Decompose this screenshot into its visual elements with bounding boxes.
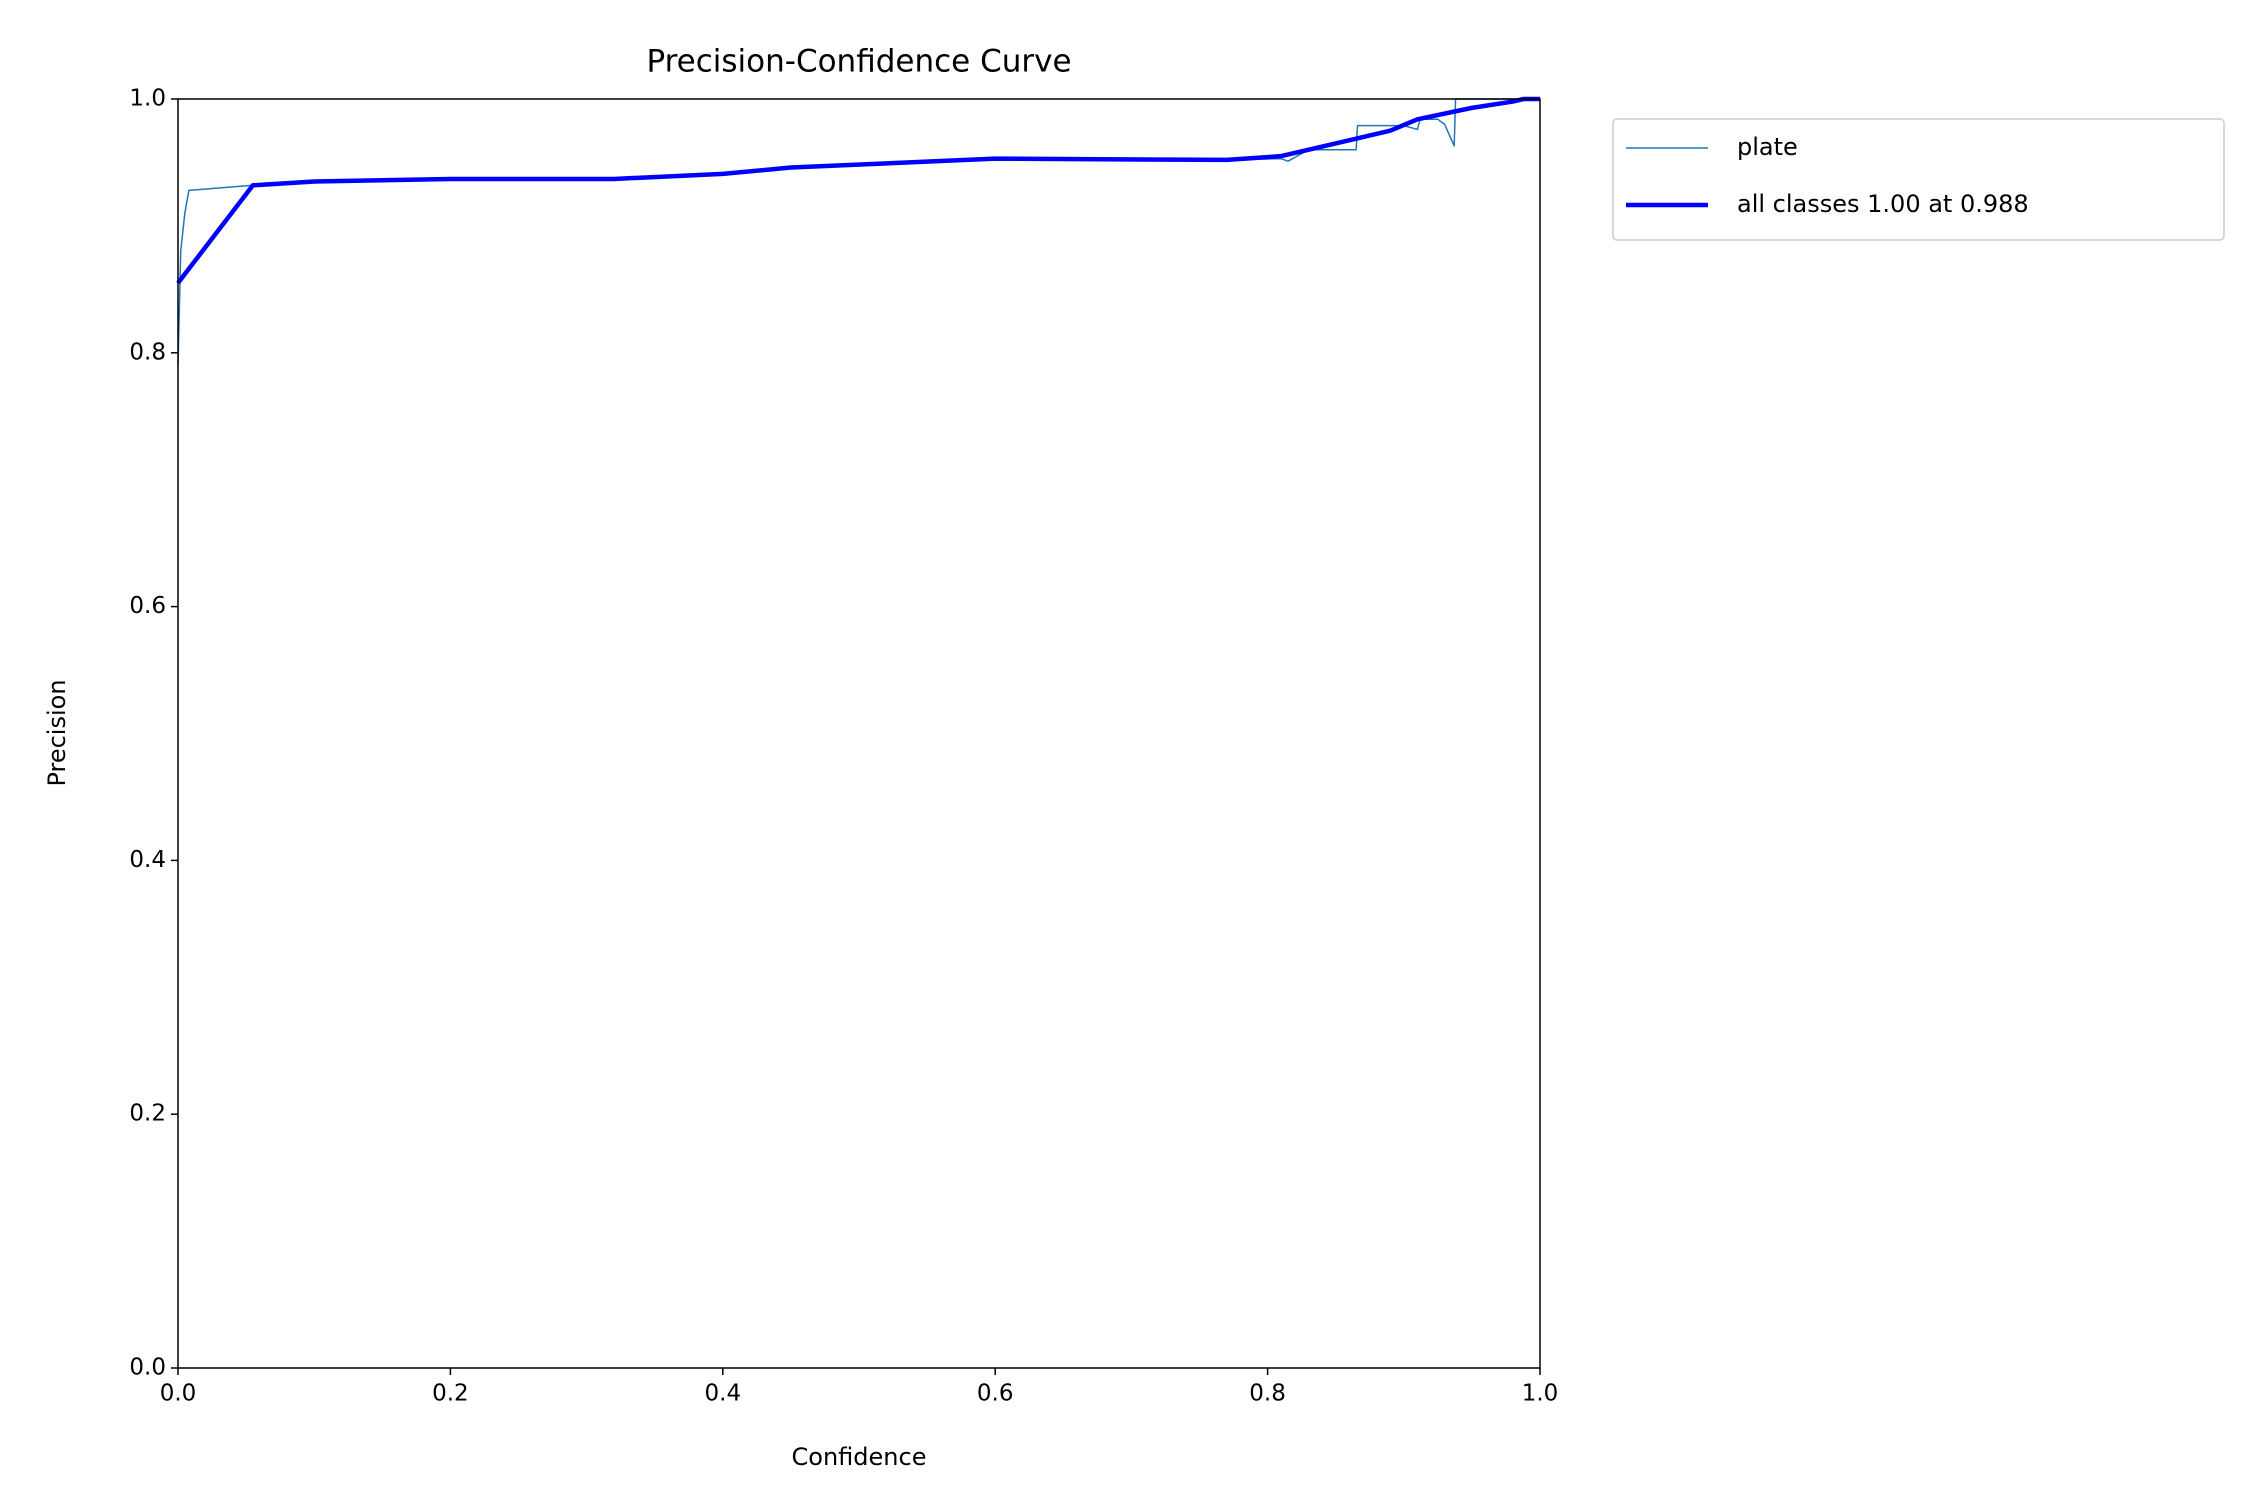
y-tick-label: 0.4 bbox=[129, 847, 166, 873]
legend-label: plate bbox=[1737, 133, 1798, 161]
plot-frame bbox=[177, 98, 1541, 1369]
x-tick-label: 0.6 bbox=[977, 1381, 1014, 1407]
y-tick-label: 0.6 bbox=[129, 593, 166, 619]
y-tick-label: 0.2 bbox=[129, 1101, 166, 1127]
series-line bbox=[176, 96, 1540, 285]
legend-label: all classes 1.00 at 0.988 bbox=[1737, 190, 2029, 218]
x-axis-label: Confidence bbox=[792, 1443, 927, 1471]
chart-title: Precision-Confidence Curve bbox=[646, 44, 1071, 80]
y-axis-label: Precision bbox=[43, 679, 71, 786]
x-tick-label: 0.0 bbox=[160, 1381, 197, 1407]
y-tick-label: 0.0 bbox=[129, 1355, 166, 1381]
x-tick-label: 0.8 bbox=[1249, 1381, 1286, 1407]
x-tick-label: 1.0 bbox=[1522, 1381, 1559, 1407]
series-line bbox=[177, 98, 1540, 366]
y-tick-label: 0.8 bbox=[129, 339, 166, 365]
legend-box bbox=[1612, 118, 2225, 241]
x-tick-label: 0.2 bbox=[432, 1381, 469, 1407]
x-tick-label: 0.4 bbox=[705, 1381, 742, 1407]
y-tick-label: 1.0 bbox=[129, 86, 166, 112]
